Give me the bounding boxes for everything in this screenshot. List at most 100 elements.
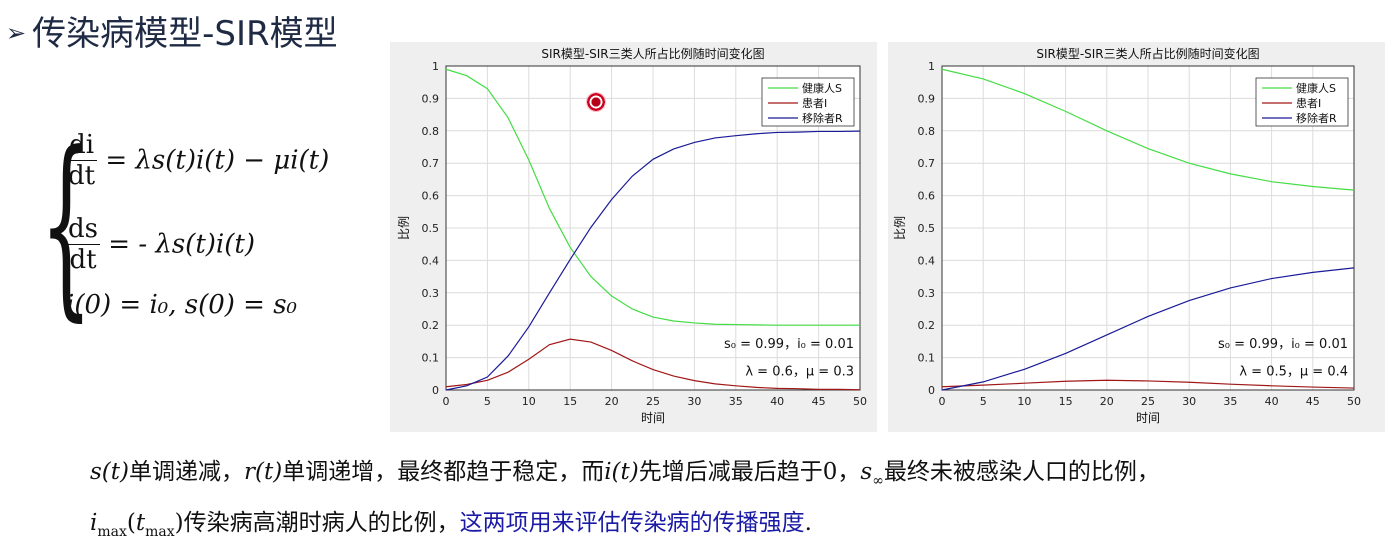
bullet-arrow-icon: ➢ <box>6 19 27 47</box>
x-tick-label: 40 <box>770 395 784 408</box>
series-line-removed <box>941 267 1355 391</box>
plot-border <box>941 65 1355 391</box>
y-tick-label: 0.4 <box>918 254 936 267</box>
t-max-subscript: max <box>145 524 175 540</box>
y-axis-label: 比例 <box>893 216 907 240</box>
y-tick-label: 0.9 <box>918 92 936 105</box>
t-max-symbol: t <box>135 510 146 536</box>
equation-di-dt: di dt = λs(t)i(t) − μi(t) <box>66 130 329 191</box>
series-line-susceptible <box>445 68 860 326</box>
page-title: ➢ 传染病模型-SIR模型 <box>6 6 338 55</box>
s-t-symbol: s(t) <box>90 459 129 485</box>
chart-title: SIR模型-SIR三类人所占比例随时间变化图 <box>541 46 764 61</box>
conclusion-line-1: s(t)单调递减，r(t)单调递增，最终都趋于稳定，而i(t)先增后减最后趋于0… <box>90 452 1160 489</box>
y-tick-label: 0.8 <box>918 125 936 138</box>
equation-initial-conditions: i(0) = i₀, s(0) = s₀ <box>66 290 297 320</box>
conclusion-line-2: imax(tmax)传染病高潮时病人的比例，这两项用来评估传染病的传播强度. <box>90 510 812 540</box>
y-tick-label: 0.7 <box>918 157 936 170</box>
legend-label: 患者I <box>802 97 827 110</box>
y-tick-label: 0.1 <box>422 352 440 365</box>
legend-label: 健康人S <box>1296 81 1336 95</box>
conclusion-text-3: 先增后减最后趋于0， <box>638 459 861 485</box>
x-tick-label: 40 <box>1265 395 1279 408</box>
chart-panel-right: 0 5 10 15 20 25 30 35 40 45 50 0 0.1 0.2 0.3 0.4 0.5 0.6 0… <box>888 42 1385 432</box>
x-tick-label: 5 <box>484 395 491 408</box>
y-tick-label: 0.9 <box>422 92 440 105</box>
i-t-symbol: i(t) <box>604 459 639 485</box>
eq1-numerator: di <box>66 130 98 161</box>
y-tick-label: 0.1 <box>918 352 936 365</box>
i-max-symbol: i <box>90 510 98 536</box>
y-tick-label: 0.5 <box>422 222 440 235</box>
conclusion-highlight-text: 这两项用来评估传染病的传播强度 <box>459 510 805 536</box>
x-tick-label: 15 <box>1059 395 1073 408</box>
page-title-text: 传染病模型-SIR模型 <box>32 14 338 54</box>
chart-panel-left: 0 5 10 15 20 25 30 35 40 45 50 0 0.1 0.2 0.3 0.4 0.5 0.6 0… <box>390 42 877 432</box>
x-tick-label: 15 <box>563 395 577 408</box>
y-tick-label: 0.6 <box>918 190 936 203</box>
infinity-subscript: ∞ <box>872 473 884 489</box>
eq2-numerator: ds <box>66 214 100 245</box>
y-tick-label: 0.7 <box>422 157 440 170</box>
y-tick-label: 0.2 <box>422 319 440 332</box>
x-tick-label: 30 <box>687 395 701 408</box>
sir-chart-right: 0 5 10 15 20 25 30 35 40 45 50 0 0.1 0.2 0.3 0.4 0.5 0.6 0… <box>893 46 1361 425</box>
legend-label: 患者I <box>1296 97 1321 110</box>
x-tick-label: 10 <box>1017 395 1031 408</box>
left-brace-icon: { <box>40 111 93 339</box>
y-tick-label: 0 <box>432 384 439 397</box>
eq1-denominator: dt <box>68 161 96 191</box>
y-tick-label: 0 <box>928 384 935 397</box>
y-tick-label: 0.8 <box>422 125 440 138</box>
eq2-rhs: = - λs(t)i(t) <box>100 229 255 260</box>
x-tick-label: 50 <box>853 395 867 408</box>
x-tick-label: 30 <box>1182 395 1196 408</box>
x-axis-label: 时间 <box>641 411 665 425</box>
x-tick-label: 0 <box>443 395 450 408</box>
x-tick-label: 25 <box>1141 395 1155 408</box>
conclusion-text-5: 传染病高潮时病人的比例， <box>183 510 460 536</box>
conclusion-text-1: 单调递减， <box>129 459 244 485</box>
x-tick-label: 50 <box>1347 395 1361 408</box>
sir-chart-left: 0 5 10 15 20 25 30 35 40 45 50 0 0.1 0.2 0.3 0.4 0.5 0.6 0… <box>397 46 867 425</box>
s-infinity-symbol: s <box>860 459 873 485</box>
series-line-infected <box>941 379 1355 389</box>
series-line-removed <box>445 130 861 391</box>
y-tick-label: 0.2 <box>918 319 936 332</box>
cursor-highlight-icon <box>586 92 606 112</box>
series-line-susceptible <box>941 68 1355 191</box>
param-annotation-2: λ = 0.5，μ = 0.4 <box>1239 364 1348 379</box>
y-axis-label: 比例 <box>397 216 411 240</box>
series-line-infected <box>445 338 861 391</box>
x-tick-label: 35 <box>1223 395 1237 408</box>
param-annotation-1: s₀ = 0.99，i₀ = 0.01 <box>1218 337 1348 352</box>
conclusion-text-2: 单调递增，最终都趋于稳定，而 <box>282 459 605 485</box>
x-tick-label: 35 <box>729 395 743 408</box>
y-tick-label: 0.3 <box>422 287 440 300</box>
x-tick-label: 0 <box>939 395 946 408</box>
chart-title: SIR模型-SIR三类人所占比例随时间变化图 <box>1036 46 1259 61</box>
y-tick-label: 0.6 <box>422 190 440 203</box>
y-tick-label: 0.4 <box>422 254 440 267</box>
eq2-denominator: dt <box>69 245 97 275</box>
x-tick-label: 45 <box>1306 395 1320 408</box>
i-max-subscript: max <box>97 524 127 540</box>
conclusion-period: . <box>804 510 812 536</box>
legend-label: 移除者R <box>802 111 843 125</box>
x-tick-label: 10 <box>522 395 536 408</box>
x-tick-label: 45 <box>812 395 826 408</box>
legend-label: 健康人S <box>802 81 842 95</box>
x-tick-label: 5 <box>980 395 987 408</box>
plot-border <box>445 65 861 391</box>
y-tick-label: 1 <box>432 60 439 73</box>
r-t-symbol: r(t) <box>244 459 283 485</box>
x-tick-label: 20 <box>1100 395 1114 408</box>
y-tick-label: 1 <box>928 60 935 73</box>
sir-equations: { di dt = λs(t)i(t) − μi(t) ds dt = - λs(t… <box>40 111 380 339</box>
param-annotation-2: λ = 0.6，μ = 0.3 <box>745 364 854 379</box>
param-annotation-1: s₀ = 0.99，i₀ = 0.01 <box>724 337 854 352</box>
y-tick-label: 0.3 <box>918 287 936 300</box>
eq1-rhs: = λs(t)i(t) − μi(t) <box>97 145 330 176</box>
equation-ds-dt: ds dt = - λs(t)i(t) <box>66 214 255 275</box>
legend-label: 移除者R <box>1296 111 1337 125</box>
